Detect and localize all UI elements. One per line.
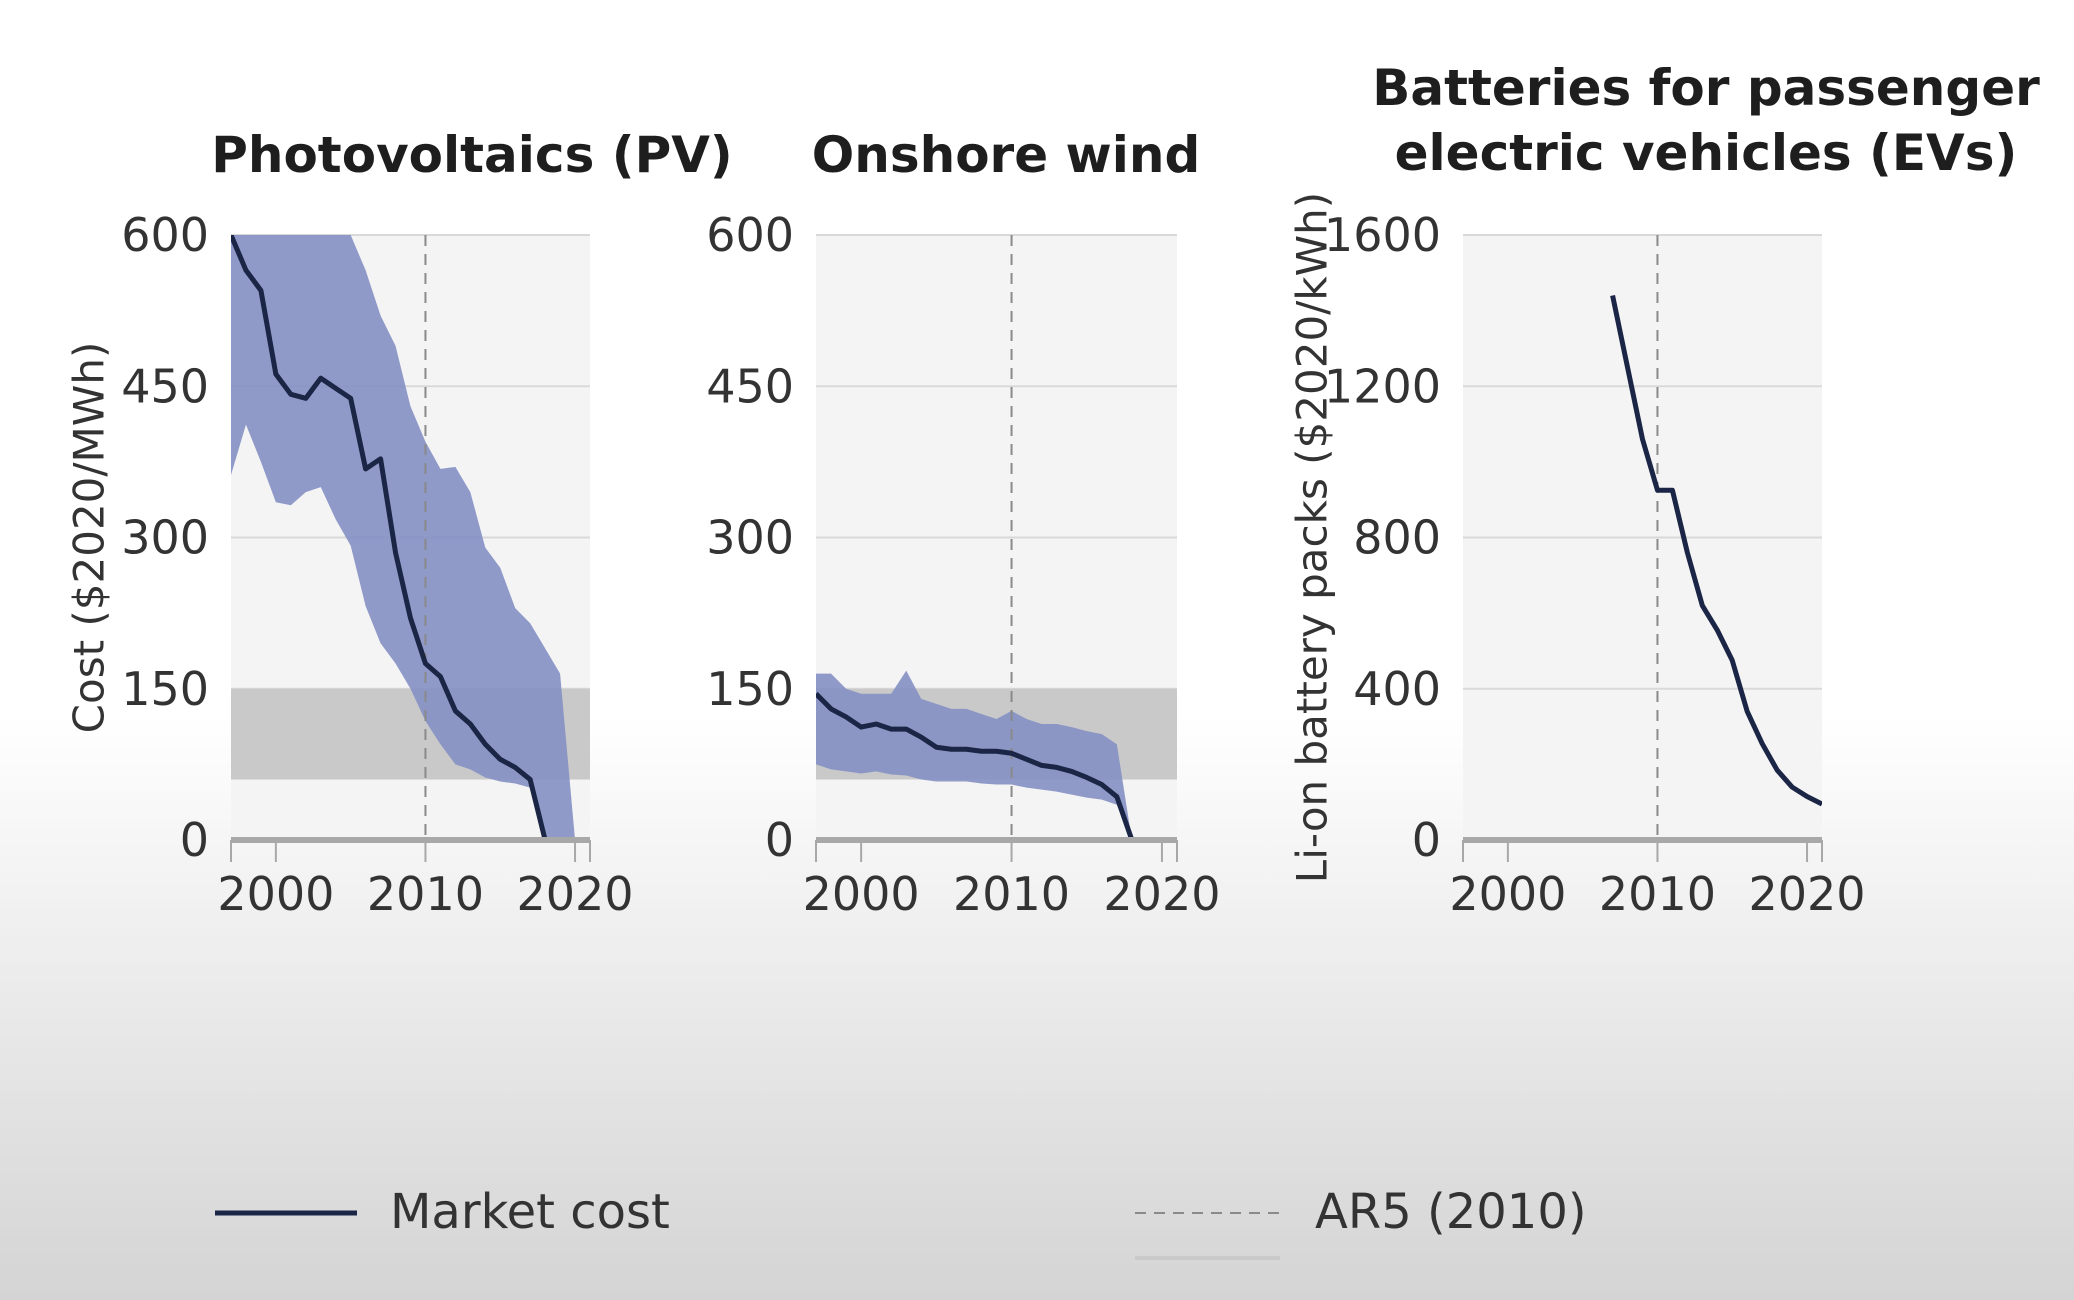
y-tick-label: 450 — [121, 359, 209, 413]
x-tick-label: 2010 — [953, 867, 1070, 921]
y-tick-label: 300 — [706, 511, 794, 565]
x-tick-label: 2020 — [1749, 867, 1866, 921]
chart-onshore-wind: 2000 2010 2020 0 150 300 450 600 Onshore wind — [706, 126, 1220, 921]
legend: Market cost AR5 (2010) — [215, 1184, 1587, 1260]
cost-range-band — [816, 670, 1177, 840]
market-cost-line — [816, 692, 1177, 840]
chart-title: electric vehicles (EVs) — [1395, 124, 2018, 182]
y-tick-label: 150 — [121, 662, 209, 716]
legend-market-cost-label: Market cost — [390, 1184, 670, 1240]
y-tick-label: 0 — [180, 813, 209, 867]
chart-ev-batteries: 2000 2010 2020 0 400 800 1200 1600 Batteries for… — [1288, 59, 2041, 921]
x-tick-label: 2020 — [517, 867, 634, 921]
y-axis-label: Li-on battery packs ($2020/kWh) — [1288, 192, 1337, 883]
y-tick-label: 800 — [1353, 511, 1441, 565]
y-tick-label: 400 — [1353, 662, 1441, 716]
y-tick-label: 1600 — [1324, 208, 1441, 262]
x-tick-label: 2020 — [1103, 867, 1220, 921]
chart-title: Batteries for passenger — [1372, 59, 2040, 117]
x-tick-label: 2010 — [1599, 867, 1716, 921]
cost-range-band — [231, 235, 590, 840]
y-axis-label: Cost ($2020/MWh) — [65, 342, 114, 734]
x-tick-label: 2000 — [803, 867, 920, 921]
x-tick-label: 2000 — [217, 867, 334, 921]
y-tick-label: 0 — [765, 813, 794, 867]
market-cost-line — [231, 235, 590, 840]
market-cost-line — [1610, 294, 1822, 807]
x-tick-label: 2010 — [367, 867, 484, 921]
legend-ar5-label: AR5 (2010) — [1315, 1184, 1587, 1240]
x-tick-label: 2000 — [1449, 867, 1566, 921]
chart-title: Photovoltaics (PV) — [211, 126, 733, 184]
y-tick-label: 150 — [706, 662, 794, 716]
y-tick-label: 600 — [706, 208, 794, 262]
chart-title: Onshore wind — [812, 126, 1201, 184]
y-tick-label: 600 — [121, 208, 209, 262]
y-tick-label: 450 — [706, 359, 794, 413]
y-tick-label: 300 — [121, 511, 209, 565]
y-tick-label: 0 — [1412, 813, 1441, 867]
y-tick-label: 1200 — [1324, 359, 1441, 413]
